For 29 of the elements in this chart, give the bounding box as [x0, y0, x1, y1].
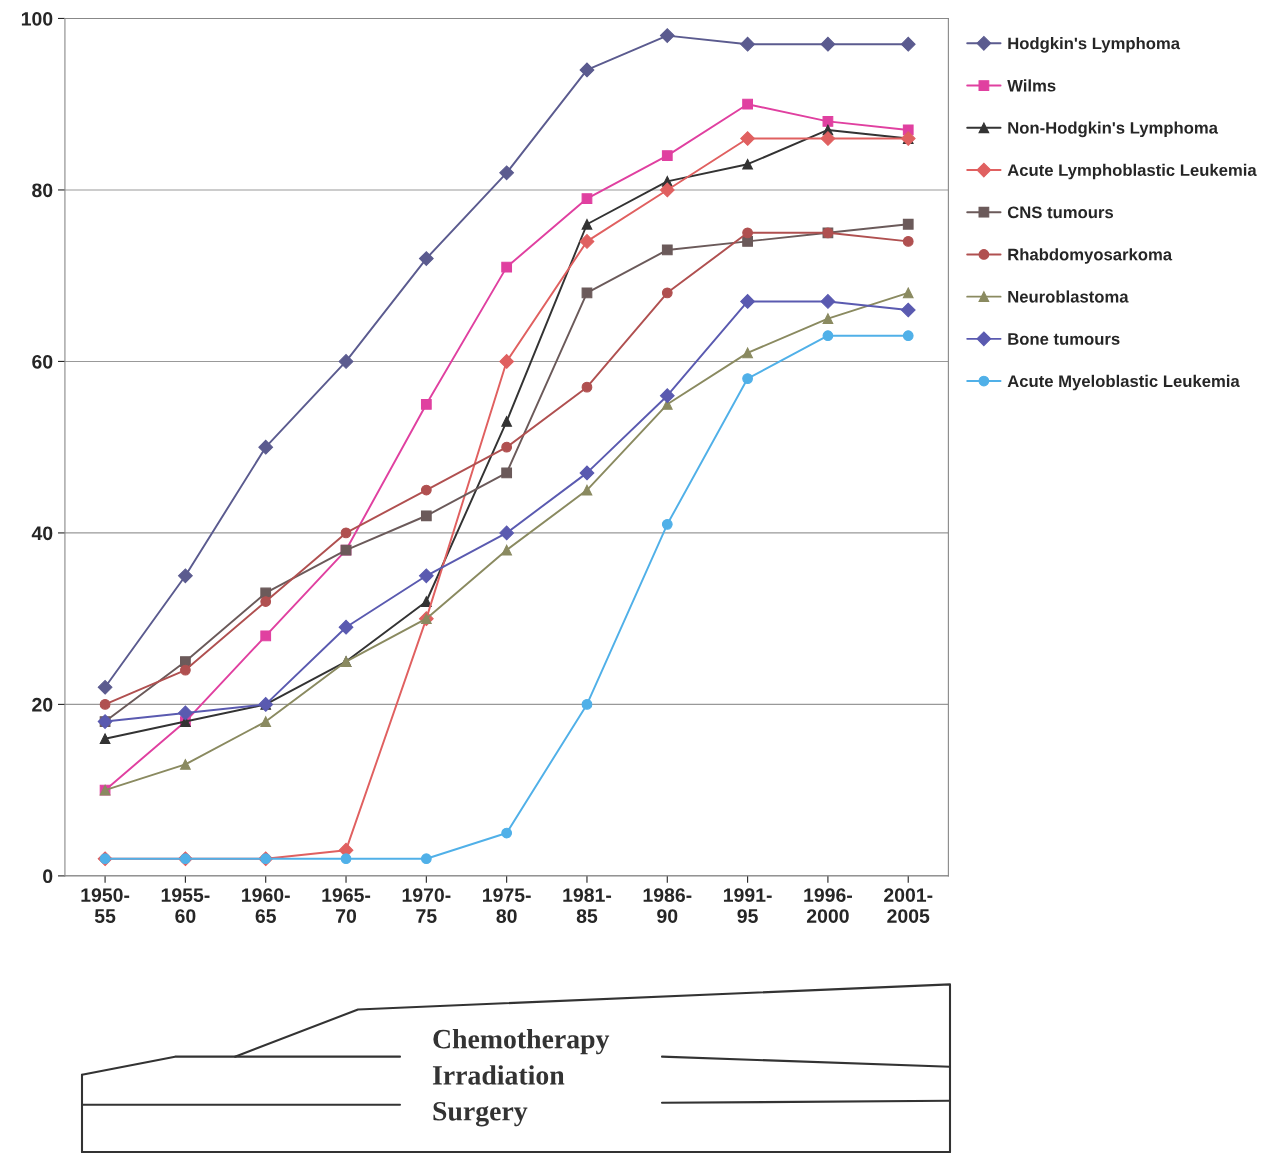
x-tick-label: 1996-2000: [804, 888, 852, 923]
legend-label: CNS tumours: [1007, 206, 1114, 219]
legend-label: Acute Lymphoblastic Leukemia: [1007, 163, 1257, 180]
y-tick-label: 40: [31, 526, 53, 541]
x-tick-label: 1970-75: [402, 888, 451, 923]
legend-label: Bone tumours: [1008, 333, 1120, 345]
x-tick-label: 1955-60: [161, 888, 210, 923]
x-tick-label: 1965-70: [322, 888, 371, 923]
legend-label: Rhabdomyosarkoma: [1008, 248, 1173, 264]
legend-label: Non-Hodgkin's Lymphoma: [1008, 121, 1219, 138]
y-tick-label: 80: [32, 183, 53, 198]
x-tick-label: 1986-90: [643, 888, 692, 923]
x-tick-label: 1960-65: [242, 888, 290, 923]
legend-label: Neuroblastoma: [1008, 290, 1129, 303]
x-tick-label: 1981-85: [563, 888, 612, 923]
x-tick-label: 1950-55: [81, 888, 130, 923]
x-tick-label: 1991-95: [723, 888, 772, 923]
legend-label: Hodgkin's Lymphoma: [1008, 37, 1181, 53]
x-tick-label: 2001-2005: [884, 888, 933, 923]
legend-label: Wilms: [1007, 79, 1056, 92]
legend-label: Acute Myeloblastic Leukemia: [1007, 374, 1240, 391]
y-tick-label: 0: [43, 869, 53, 884]
x-tick-label: 1975-80: [483, 888, 531, 923]
y-tick-label: 60: [32, 354, 53, 369]
y-tick-label: 100: [21, 11, 53, 26]
text: Surgery: [433, 1101, 528, 1127]
y-tick-label: 20: [32, 697, 53, 712]
text: Irradiation: [432, 1065, 565, 1085]
text: Chemotherapy: [433, 1028, 610, 1055]
